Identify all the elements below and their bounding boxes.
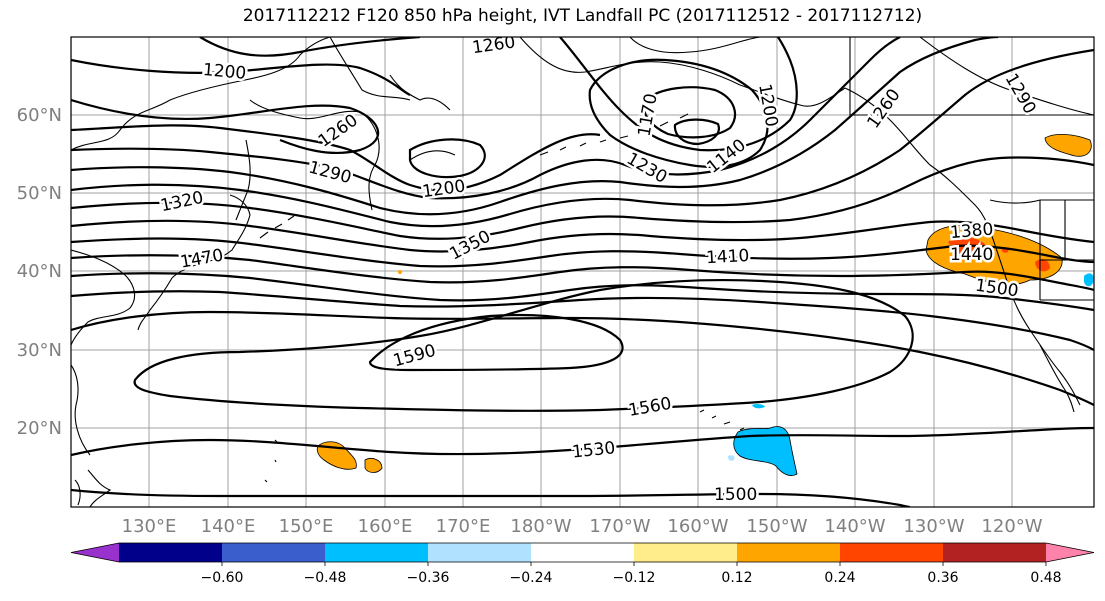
colorbar-ticks: −0.60 −0.48 −0.36 −0.24 −0.12 0.12 0.24 0.36 0.4… [201,562,1062,586]
gridlines [71,37,1094,507]
colorbar-tick-label: 0.24 [824,570,855,586]
colorbar-swatch [737,543,841,562]
map-frame [70,36,1095,508]
colorbar-swatch [119,543,223,562]
lon-label: 150°E [279,516,334,537]
colorbar-swatch [634,543,738,562]
lat-label-30n: 30°N [17,340,62,361]
colorbar-extend-min [71,543,119,562]
colorbar-swatch [325,543,429,562]
colorbar-swatch [222,543,326,562]
lat-label-50n: 50°N [17,183,62,204]
contour-label: 1380 [949,219,994,243]
contour-label: 1440 [950,245,993,265]
contour-label: 1410 [706,246,750,268]
ivt-shading-west-pacific [316,270,402,473]
latitude-labels: 60°N 50°N 40°N 30°N 20°N [17,105,62,439]
lon-label: 170°W [589,516,650,537]
map-area [71,37,1094,507]
colorbar-extend-max [1046,543,1094,562]
colorbar-swatch [840,543,944,562]
colorbar-tick-label: −0.24 [510,570,553,586]
lon-label: 130°W [903,516,964,537]
lat-label-40n: 40°N [17,261,62,282]
colorbar-tick-label: −0.12 [613,570,656,586]
ivt-shading-hawaii [728,403,798,476]
colorbar-outline [70,542,1095,563]
colorbar-swatch [943,543,1047,562]
lon-label: 160°E [358,516,413,537]
contour-label: 1200 [202,60,247,84]
lon-label: 180°W [510,516,571,537]
colorbar-tick-label: −0.48 [304,570,347,586]
colorbar-tick-label: 0.48 [1030,570,1061,586]
longitude-labels: 130°E 140°E 150°E 160°E 170°E 180°W 170°… [122,516,1043,537]
lon-label: 140°E [201,516,256,537]
lat-label-20n: 20°N [17,418,62,439]
lon-label: 130°E [122,516,177,537]
lon-label: 140°W [824,516,885,537]
colorbar-tick-label: 0.12 [721,570,752,586]
lon-label: 170°E [436,516,491,537]
figure-title: 2017112212 F120 850 hPa height, IVT Land… [242,6,923,26]
height-contours [71,37,1094,507]
colorbar-tick-label: −0.36 [407,570,450,586]
lon-label: 160°W [667,516,728,537]
lon-label: 150°W [746,516,807,537]
lat-label-60n: 60°N [17,105,62,126]
lon-label: 120°W [981,516,1042,537]
colorbar-swatch [531,543,635,562]
colorbar-tick-label: −0.60 [201,570,244,586]
colorbar-tick-label: 0.36 [927,570,958,586]
contour-label: 1500 [714,485,757,505]
colorbar [70,542,1095,563]
colorbar-swatch [428,543,532,562]
